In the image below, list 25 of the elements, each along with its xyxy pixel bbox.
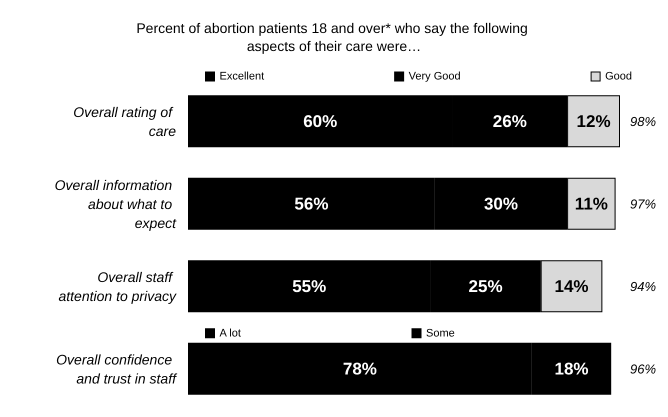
chart-title: Percent of abortion patients 18 and over* who say the following aspects of their care were… <box>136 20 532 54</box>
data-label: 12% <box>576 112 611 131</box>
data-label: 78% <box>342 359 377 378</box>
total-label: 94% <box>630 278 656 294</box>
legend-label: A lot <box>220 327 241 340</box>
data-label: 18% <box>554 359 589 378</box>
data-label: 25% <box>468 276 503 296</box>
total-label: 97% <box>630 196 656 212</box>
y-tick-label: Overall staff attention to privacy <box>58 268 177 304</box>
legend-label: Some <box>426 327 455 340</box>
data-label: 55% <box>292 276 326 296</box>
data-label: 60% <box>303 112 338 131</box>
legend-label: Excellent <box>220 70 264 82</box>
y-tick-label: Overall information about what to expect <box>54 176 178 231</box>
y-tick-label: Overall rating of care <box>73 104 176 139</box>
legend-label: Good <box>605 70 632 82</box>
data-label: 14% <box>554 276 589 296</box>
legend-label: Very Good <box>408 70 461 82</box>
y-tick-label: Overall confidence and trust in staff <box>56 351 178 386</box>
data-label: 56% <box>294 194 328 214</box>
total-label: 96% <box>630 361 656 376</box>
data-label: 26% <box>492 112 527 131</box>
data-label: 30% <box>484 194 518 214</box>
total-label: 98% <box>630 114 656 129</box>
data-label: 11% <box>574 194 608 214</box>
